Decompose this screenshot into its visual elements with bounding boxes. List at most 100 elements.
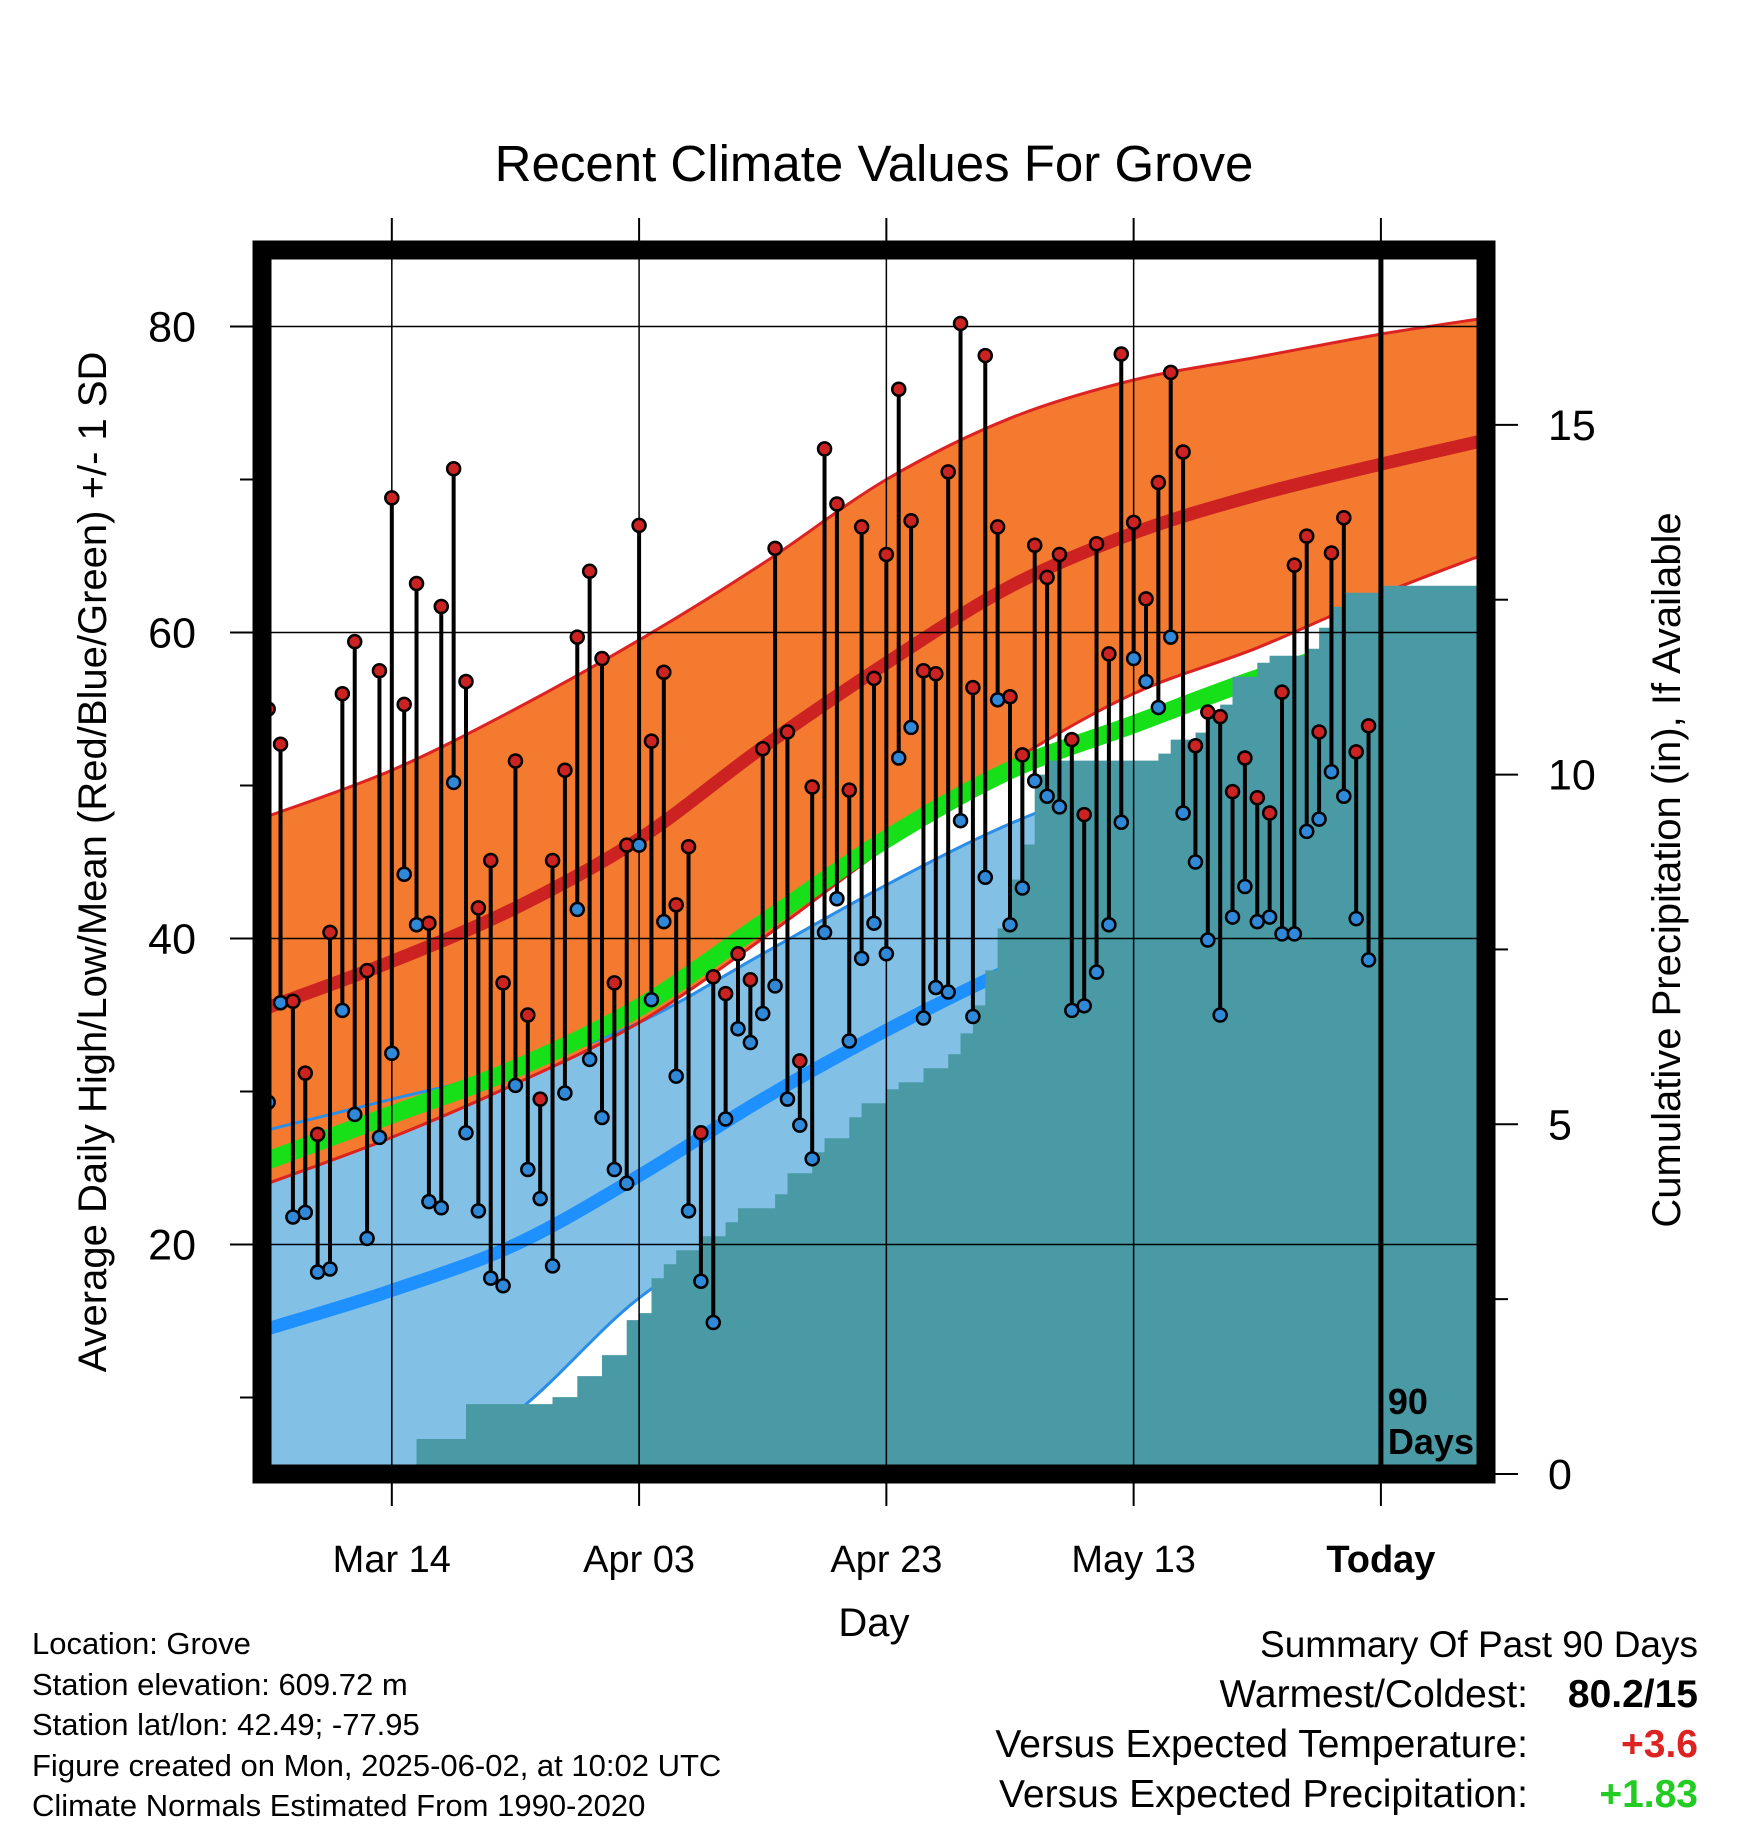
daily-high-point xyxy=(1336,510,1352,526)
daily-high-point xyxy=(1249,789,1266,806)
cumulative-precip-area xyxy=(268,585,1480,1474)
daily-low-point xyxy=(1261,909,1278,925)
daily-low-point xyxy=(779,1091,796,1107)
daily-low-point xyxy=(421,1193,437,1210)
daily-low-point xyxy=(1249,913,1266,930)
daily-high-point xyxy=(408,575,425,592)
daily-high-point xyxy=(297,1065,314,1081)
daily-low-point xyxy=(717,1111,734,1127)
daily-low-point xyxy=(1187,854,1204,870)
daily-high-point xyxy=(334,685,351,702)
daily-high-point xyxy=(445,461,462,477)
daily-high-point xyxy=(841,782,858,798)
normals-text: Climate Normals Estimated From 1990-2020 xyxy=(32,1788,646,1823)
daily-low-point xyxy=(1212,1007,1228,1023)
daily-high-point xyxy=(1286,557,1303,573)
precip-departure-label: Versus Expected Precipitation: xyxy=(999,1773,1528,1816)
daily-high-point xyxy=(495,975,511,991)
y2-tick-label: 15 xyxy=(1548,402,1596,450)
summary-heading: Summary Of Past 90 Days xyxy=(1260,1624,1698,1665)
daily-low-point xyxy=(903,719,919,736)
daily-low-point xyxy=(829,890,845,907)
daily-low-point xyxy=(1101,916,1117,933)
daily-low-point xyxy=(1076,998,1092,1014)
station-info: Location: Grove Station elevation: 609.7… xyxy=(32,1624,721,1827)
daily-low-point xyxy=(1064,1002,1080,1019)
y-tick-label: 20 xyxy=(148,1222,196,1270)
daily-high-point xyxy=(1200,704,1216,720)
daily-high-point xyxy=(754,741,771,757)
daily-high-point xyxy=(384,490,400,506)
daily-high-point xyxy=(804,779,820,795)
daily-low-point xyxy=(1175,805,1191,821)
daily-low-point xyxy=(1274,926,1290,942)
daily-high-point xyxy=(1125,514,1142,531)
daily-low-point xyxy=(816,924,833,941)
daily-high-point xyxy=(1064,731,1080,748)
today-days-number: 90 xyxy=(1388,1381,1428,1422)
daily-high-point xyxy=(1150,474,1167,491)
daily-high-point xyxy=(952,315,969,332)
y-axis-title: Average Daily High/Low/Mean (Red/Blue/Gr… xyxy=(71,352,115,1373)
daily-high-point xyxy=(730,946,746,962)
y2-tick-label: 10 xyxy=(1548,752,1596,800)
daily-high-point xyxy=(618,837,635,853)
daily-low-point xyxy=(928,979,944,996)
daily-high-point xyxy=(544,852,561,869)
daily-low-point xyxy=(272,995,289,1011)
daily-high-point xyxy=(1175,444,1191,460)
daily-low-point xyxy=(631,837,647,853)
warmest-coldest-label: Warmest/Coldest: xyxy=(1219,1673,1528,1716)
daily-low-point xyxy=(297,1204,314,1221)
daily-low-point xyxy=(1002,916,1018,933)
daily-high-point xyxy=(458,673,474,690)
daily-high-point xyxy=(829,496,845,512)
daily-high-point xyxy=(309,1126,326,1143)
daily-low-point xyxy=(730,1021,746,1037)
daily-high-point xyxy=(1002,689,1018,705)
daily-high-point xyxy=(557,762,573,778)
y2-tick-label: 0 xyxy=(1548,1451,1572,1499)
daily-high-point xyxy=(1212,708,1228,725)
daily-low-point xyxy=(594,1109,610,1126)
daily-low-point xyxy=(445,774,462,791)
daily-low-point xyxy=(544,1258,561,1274)
daily-high-point xyxy=(1162,364,1179,381)
daily-high-point xyxy=(717,985,734,1002)
daily-low-point xyxy=(520,1161,536,1178)
daily-high-point xyxy=(779,724,796,740)
daily-low-point xyxy=(346,1106,363,1123)
daily-high-point xyxy=(1187,737,1204,754)
daily-high-point xyxy=(890,381,907,397)
elevation-text: Station elevation: 609.72 m xyxy=(32,1666,408,1702)
daily-low-point xyxy=(1348,910,1364,927)
daily-low-point xyxy=(581,1051,598,1068)
daily-low-point xyxy=(915,1010,932,1026)
daily-high-point xyxy=(903,513,919,529)
daily-low-point xyxy=(742,1034,759,1051)
daily-high-point xyxy=(1224,783,1241,800)
daily-high-point xyxy=(594,650,610,667)
daily-high-point xyxy=(1348,744,1364,760)
daily-low-point xyxy=(841,1033,858,1049)
y2-tick-label: 5 xyxy=(1548,1101,1572,1149)
latlon-text: Station lat/lon: 42.49; -77.95 xyxy=(32,1707,420,1742)
daily-high-point xyxy=(1113,346,1130,362)
daily-low-point xyxy=(853,950,870,967)
daily-low-point xyxy=(804,1151,820,1167)
daily-high-point xyxy=(989,519,1006,535)
high-plus-sd-line xyxy=(267,317,1481,818)
chart-title: Recent Climate Values For Grove xyxy=(495,135,1254,192)
daily-high-point xyxy=(359,962,375,979)
daily-high-point xyxy=(272,736,289,752)
daily-low-point xyxy=(606,1161,623,1178)
daily-high-point xyxy=(1298,528,1315,544)
daily-high-point xyxy=(656,664,672,681)
daily-low-point xyxy=(754,1005,771,1022)
daily-high-point xyxy=(532,1091,548,1107)
daily-high-point xyxy=(977,347,994,364)
daily-high-point xyxy=(371,663,388,679)
summary-panel: Summary Of Past 90 Days Warmest/Coldest:… xyxy=(995,1620,1698,1820)
daily-low-point xyxy=(1138,673,1154,690)
